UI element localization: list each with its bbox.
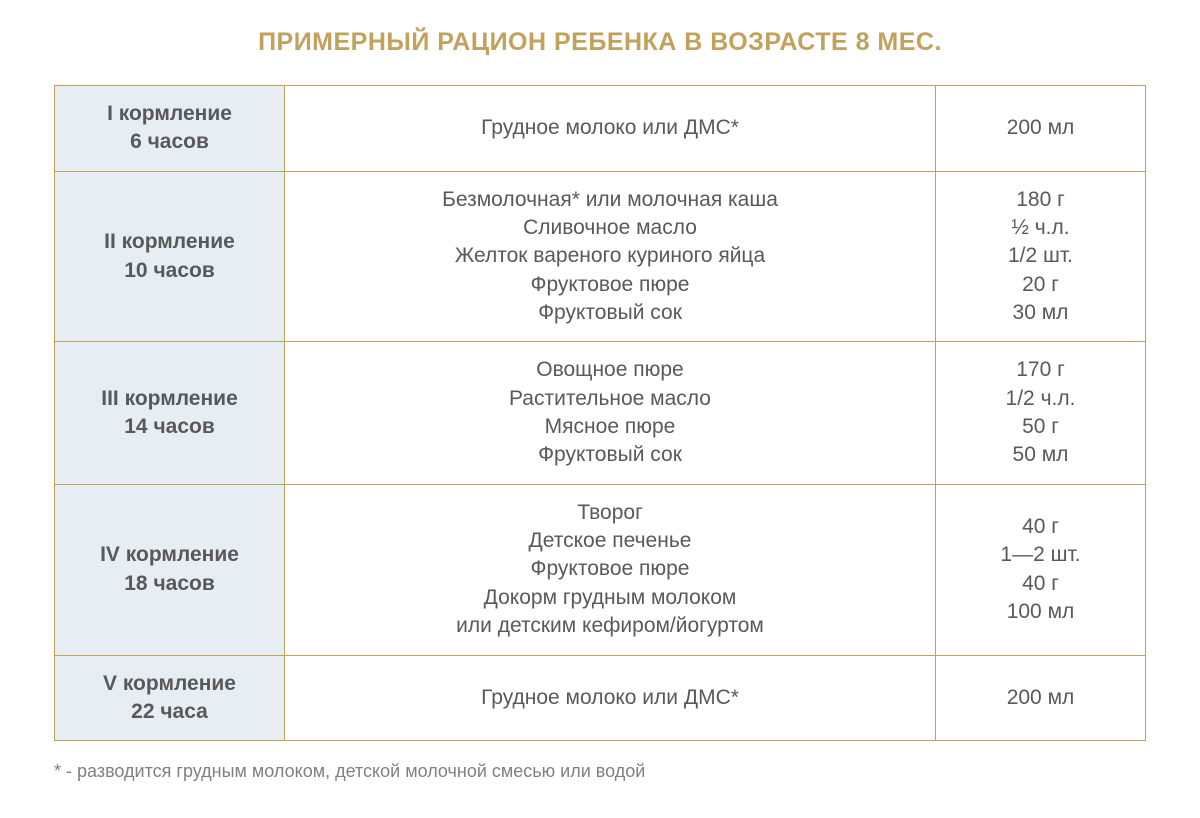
amount-cell: 170 г 1/2 ч.л. 50 г 50 мл: [936, 342, 1146, 484]
food-line: Фруктовый сок: [295, 299, 925, 327]
feeding-hour: 10 часов: [65, 257, 274, 285]
feeding-time-cell: II кормление 10 часов: [55, 171, 285, 342]
table-row: II кормление 10 часов Безмолочная* или м…: [55, 171, 1146, 342]
amount-cell: 40 г 1—2 шт. 40 г 100 мл: [936, 484, 1146, 655]
amount-line: 200 мл: [946, 114, 1135, 142]
table-row: I кормление 6 часов Грудное молоко или Д…: [55, 86, 1146, 172]
amount-line: 20 г: [946, 271, 1135, 299]
food-line: Творог: [295, 499, 925, 527]
amount-cell: 200 мл: [936, 86, 1146, 172]
feeding-number: IV кормление: [65, 541, 274, 569]
table-row: IV кормление 18 часов Творог Детское печ…: [55, 484, 1146, 655]
amount-line: 1/2 шт.: [946, 242, 1135, 270]
table-row: III кормление 14 часов Овощное пюре Раст…: [55, 342, 1146, 484]
food-line: Безмолочная* или молочная каша: [295, 186, 925, 214]
amount-line: 30 мл: [946, 299, 1135, 327]
food-line: или детским кефиром/йогуртом: [295, 612, 925, 640]
amount-line: 50 г: [946, 413, 1135, 441]
feeding-hour: 6 часов: [65, 128, 274, 156]
amount-line: 180 г: [946, 186, 1135, 214]
food-line: Грудное молоко или ДМС*: [295, 114, 925, 142]
food-line: Сливочное масло: [295, 214, 925, 242]
amount-line: 50 мл: [946, 441, 1135, 469]
feeding-time-cell: I кормление 6 часов: [55, 86, 285, 172]
feeding-time-cell: III кормление 14 часов: [55, 342, 285, 484]
feeding-number: II кормление: [65, 228, 274, 256]
amount-line: 1—2 шт.: [946, 541, 1135, 569]
food-cell: Грудное молоко или ДМС*: [285, 86, 936, 172]
amount-line: 100 мл: [946, 598, 1135, 626]
footnote: * - разводится грудным молоком, детской …: [54, 761, 1146, 782]
food-line: Фруктовое пюре: [295, 555, 925, 583]
food-cell: Грудное молоко или ДМС*: [285, 655, 936, 741]
page: ПРИМЕРНЫЙ РАЦИОН РЕБЕНКА В ВОЗРАСТЕ 8 МЕ…: [0, 0, 1200, 818]
feeding-hour: 14 часов: [65, 413, 274, 441]
amount-line: 200 мл: [946, 684, 1135, 712]
feeding-hour: 18 часов: [65, 570, 274, 598]
feeding-time-cell: IV кормление 18 часов: [55, 484, 285, 655]
feeding-hour: 22 часа: [65, 698, 274, 726]
amount-line: 40 г: [946, 513, 1135, 541]
amount-line: 1/2 ч.л.: [946, 385, 1135, 413]
feeding-time-cell: V кормление 22 часа: [55, 655, 285, 741]
food-line: Овощное пюре: [295, 356, 925, 384]
amount-line: 170 г: [946, 356, 1135, 384]
food-line: Фруктовый сок: [295, 441, 925, 469]
page-title: ПРИМЕРНЫЙ РАЦИОН РЕБЕНКА В ВОЗРАСТЕ 8 МЕ…: [54, 28, 1146, 57]
amount-cell: 200 мл: [936, 655, 1146, 741]
amount-line: ½ ч.л.: [946, 214, 1135, 242]
food-line: Грудное молоко или ДМС*: [295, 684, 925, 712]
feeding-number: III кормление: [65, 385, 274, 413]
amount-line: 40 г: [946, 570, 1135, 598]
food-line: Докорм грудным молоком: [295, 584, 925, 612]
ration-table: I кормление 6 часов Грудное молоко или Д…: [54, 85, 1146, 741]
food-cell: Творог Детское печенье Фруктовое пюре До…: [285, 484, 936, 655]
food-cell: Овощное пюре Растительное масло Мясное п…: [285, 342, 936, 484]
food-line: Желток вареного куриного яйца: [295, 242, 925, 270]
feeding-number: V кормление: [65, 670, 274, 698]
food-cell: Безмолочная* или молочная каша Сливочное…: [285, 171, 936, 342]
amount-cell: 180 г ½ ч.л. 1/2 шт. 20 г 30 мл: [936, 171, 1146, 342]
food-line: Растительное масло: [295, 385, 925, 413]
food-line: Фруктовое пюре: [295, 271, 925, 299]
food-line: Мясное пюре: [295, 413, 925, 441]
table-row: V кормление 22 часа Грудное молоко или Д…: [55, 655, 1146, 741]
feeding-number: I кормление: [65, 100, 274, 128]
food-line: Детское печенье: [295, 527, 925, 555]
